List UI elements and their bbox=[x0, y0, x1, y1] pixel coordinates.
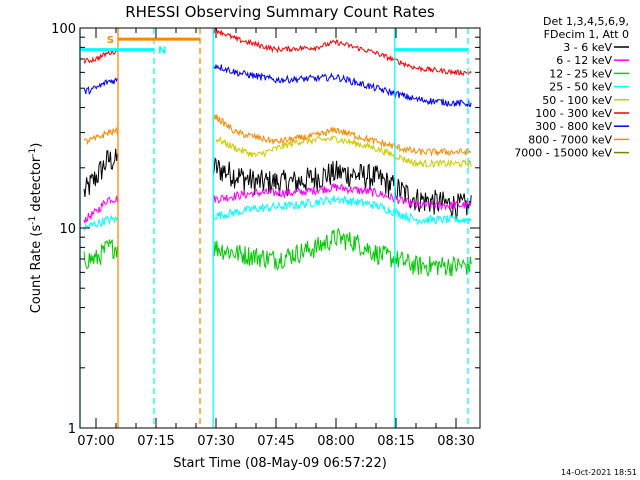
legend-label-0: 3 - 6 keV bbox=[563, 41, 612, 54]
y-axis-label-part-0: Count Rate (s bbox=[29, 225, 44, 314]
legend-header-line-1: Det 1,3,4,5,6,9, bbox=[543, 15, 629, 28]
legend-header-line-2: FDecim 1, Att 0 bbox=[544, 28, 629, 41]
x-tick-label-0: 07:00 bbox=[77, 434, 114, 449]
y-axis-label-part-1: -1 bbox=[28, 216, 38, 225]
y-axis-label-part-2: detector bbox=[29, 156, 44, 216]
series-layer bbox=[83, 27, 472, 278]
legend-label-4: 50 - 100 keV bbox=[542, 94, 612, 107]
x-tick-label-1: 07:15 bbox=[137, 434, 174, 449]
markers-layer: SN bbox=[79, 28, 469, 428]
series-line-1 bbox=[83, 182, 472, 224]
flag-label-1: N bbox=[158, 46, 166, 57]
series-line-6 bbox=[83, 63, 472, 108]
legend-label-8: 7000 - 15000 keV bbox=[514, 147, 612, 160]
legend-label-5: 100 - 300 keV bbox=[535, 107, 612, 120]
legend-label-3: 25 - 50 keV bbox=[549, 81, 612, 94]
y-tick-label-2: 100 bbox=[51, 22, 76, 37]
y-axis-label-part-4: ) bbox=[29, 143, 44, 148]
x-axis-label: Start Time (08-May-09 06:57:22) bbox=[173, 456, 387, 471]
x-tick-label-2: 07:30 bbox=[197, 434, 234, 449]
chart-title: RHESSI Observing Summary Count Rates bbox=[125, 3, 435, 21]
series-line-2 bbox=[83, 227, 472, 278]
x-tick-label-3: 07:45 bbox=[257, 434, 294, 449]
legend-label-1: 6 - 12 keV bbox=[556, 54, 612, 67]
x-tick-label-6: 08:30 bbox=[437, 434, 474, 449]
series-line-5 bbox=[83, 27, 472, 77]
series-line-0 bbox=[83, 148, 472, 220]
series-line-3 bbox=[83, 194, 472, 231]
flag-label-0: S bbox=[107, 35, 114, 46]
series-line-4 bbox=[215, 135, 472, 169]
x-tick-label-4: 08:00 bbox=[317, 434, 354, 449]
legend: Det 1,3,4,5,6,9, FDecim 1, Att 0 3 - 6 k… bbox=[514, 15, 629, 160]
y-tick-label-0: 1 bbox=[68, 422, 76, 437]
x-tick-label-5: 08:15 bbox=[377, 434, 414, 449]
plot-frame bbox=[79, 27, 481, 429]
legend-label-6: 300 - 800 keV bbox=[535, 120, 612, 133]
y-axis-label-part-3: -1 bbox=[28, 148, 38, 157]
y-tick-label-1: 10 bbox=[59, 222, 76, 237]
axis-layer: 1 10 100 07:00 07:15 07:30 07:45 08:00 08:15 08:3… bbox=[51, 22, 481, 449]
legend-label-2: 12 - 25 keV bbox=[549, 67, 612, 80]
y-axis-label: Count Rate (s-1 detector-1) bbox=[28, 143, 44, 314]
legend-label-7: 800 - 7000 keV bbox=[528, 133, 612, 146]
series-line-7 bbox=[83, 114, 472, 157]
timestamp-footer: 14-Oct-2021 18:51 bbox=[561, 468, 637, 477]
